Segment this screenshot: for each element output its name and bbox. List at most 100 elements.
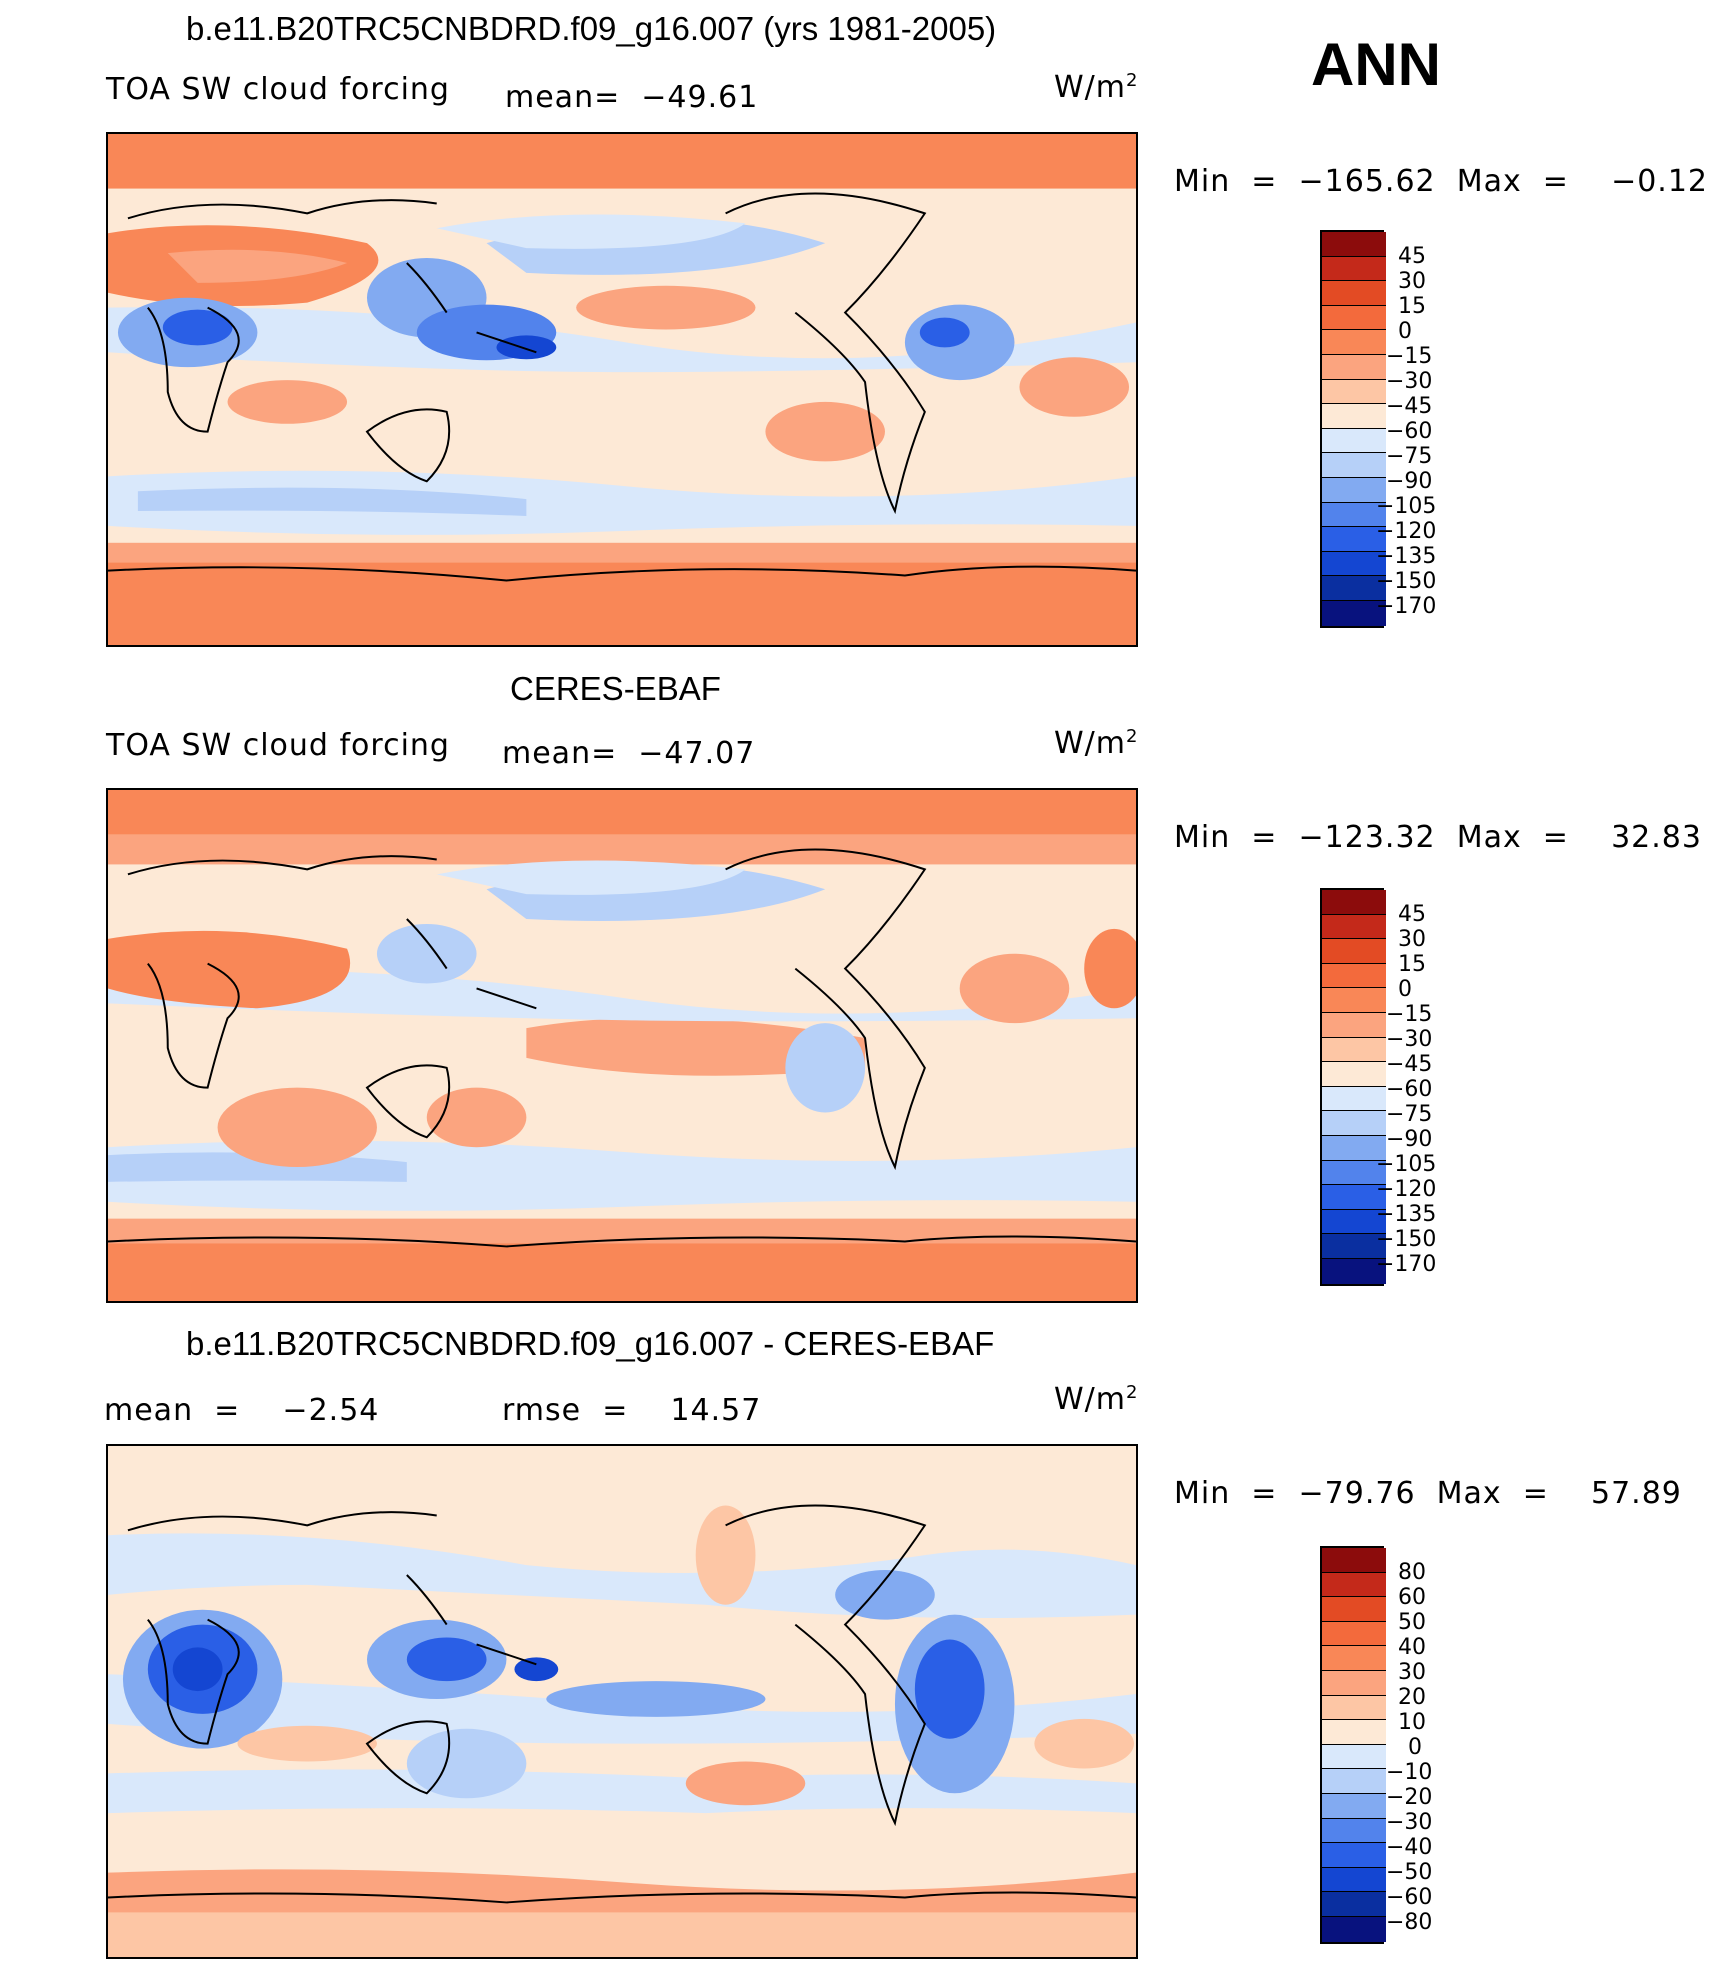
panel1-mean-label: mean= −49.61 <box>505 80 759 115</box>
swatch <box>1322 453 1386 478</box>
panel2-title: CERES-EBAF <box>510 670 721 707</box>
swatch <box>1322 1867 1386 1893</box>
swatch <box>1322 1621 1386 1647</box>
swatch <box>1322 1744 1386 1770</box>
swatch <box>1322 256 1386 282</box>
colorbar-label: −150 <box>1376 569 1437 594</box>
colorbar-label: −20 <box>1386 1785 1433 1810</box>
colorbar-label: −90 <box>1386 1127 1433 1152</box>
colorbar-label: 0 <box>1398 977 1412 1002</box>
colorbar-label: 15 <box>1398 952 1426 977</box>
colorbar-label: −135 <box>1376 1202 1437 1227</box>
colorbar-label: 45 <box>1398 902 1426 927</box>
panel3-colorbar <box>1320 1546 1386 1944</box>
colorbar-label: 20 <box>1398 1685 1426 1710</box>
swatch <box>1322 1597 1386 1622</box>
swatch <box>1322 1769 1386 1794</box>
colorbar-label: −170 <box>1376 1252 1437 1277</box>
swatch <box>1322 1793 1386 1819</box>
swatch <box>1322 1843 1386 1868</box>
swatch <box>1322 1646 1386 1671</box>
colorbar-label: −120 <box>1376 1177 1437 1202</box>
colorbar-label: 15 <box>1398 294 1426 319</box>
panel1-units: W/m2 <box>1054 70 1139 105</box>
colorbar-label: 50 <box>1398 1610 1426 1635</box>
colorbar-label: 45 <box>1398 244 1426 269</box>
swatch <box>1322 1111 1386 1136</box>
panel1-minmax: Min = −165.62 Max = −0.12 <box>1174 164 1709 199</box>
swatch <box>1322 551 1386 577</box>
colorbar-label: −170 <box>1376 594 1437 619</box>
colorbar-label: 10 <box>1398 1710 1426 1735</box>
colorbar-label: −60 <box>1386 419 1433 444</box>
swatch <box>1322 330 1386 355</box>
swatch <box>1322 1892 1386 1917</box>
swatch <box>1322 1234 1386 1259</box>
colorbar-label: −60 <box>1386 1885 1433 1910</box>
colorbar-label: −30 <box>1386 1027 1433 1052</box>
swatch <box>1322 1012 1386 1038</box>
swatch <box>1322 963 1386 989</box>
panel1-colorbar <box>1320 230 1386 628</box>
colorbar-label: 40 <box>1398 1635 1426 1660</box>
panel1-variable-label: TOA SW cloud forcing <box>106 72 450 107</box>
swatch <box>1322 1720 1386 1745</box>
swatch <box>1322 1185 1386 1210</box>
swatch <box>1322 600 1386 626</box>
swatch <box>1322 1916 1386 1942</box>
colorbar-label: −80 <box>1386 1910 1433 1935</box>
colorbar-label: −60 <box>1386 1077 1433 1102</box>
colorbar-label: −75 <box>1386 444 1433 469</box>
swatch <box>1322 1037 1386 1063</box>
colorbar-label: −15 <box>1386 1002 1433 1027</box>
colorbar-label: −105 <box>1376 1152 1437 1177</box>
colorbar-label: −150 <box>1376 1227 1437 1252</box>
swatch <box>1322 527 1386 552</box>
panel3-units: W/m2 <box>1054 1382 1139 1417</box>
swatch <box>1322 1258 1386 1284</box>
swatch <box>1322 1062 1386 1087</box>
colorbar-label: −30 <box>1386 369 1433 394</box>
swatch <box>1322 1572 1386 1598</box>
swatch <box>1322 1209 1386 1235</box>
swatch <box>1322 305 1386 331</box>
colorbar-label: −15 <box>1386 344 1433 369</box>
colorbar-label: 30 <box>1398 1660 1426 1685</box>
colorbar-label: −120 <box>1376 519 1437 544</box>
swatch <box>1322 939 1386 964</box>
swatch <box>1322 1135 1386 1161</box>
colorbar-label: 60 <box>1398 1585 1426 1610</box>
panel3-colorbar-frame <box>1320 1546 1386 1944</box>
panel3-minmax: Min = −79.76 Max = 57.89 <box>1174 1476 1682 1511</box>
colorbar-label: 30 <box>1398 269 1426 294</box>
panel2-minmax: Min = −123.32 Max = 32.83 <box>1174 820 1702 855</box>
swatch <box>1322 1548 1386 1573</box>
panel2-map <box>106 788 1138 1303</box>
colorbar-label: −135 <box>1376 544 1437 569</box>
panel2-units: W/m2 <box>1054 726 1139 761</box>
swatch <box>1322 281 1386 306</box>
swatch <box>1322 1818 1386 1844</box>
swatch <box>1322 477 1386 503</box>
panel1-colorbar-frame <box>1320 230 1386 628</box>
colorbar-label: 0 <box>1398 319 1412 344</box>
swatch <box>1322 404 1386 429</box>
colorbar-label: −45 <box>1386 394 1433 419</box>
colorbar-label: −40 <box>1386 1835 1433 1860</box>
season-label: ANN <box>1311 31 1441 98</box>
colorbar-label: −30 <box>1386 1810 1433 1835</box>
panel1-title: b.e11.B20TRC5CNBDRD.f09_g16.007 (yrs 198… <box>186 10 997 47</box>
swatch <box>1322 1670 1386 1696</box>
colorbar-label: −75 <box>1386 1102 1433 1127</box>
panel2-colorbar-frame <box>1320 888 1386 1286</box>
colorbar-label: −50 <box>1386 1860 1433 1885</box>
swatch <box>1322 988 1386 1013</box>
swatch <box>1322 1086 1386 1112</box>
swatch <box>1322 502 1386 528</box>
swatch <box>1322 428 1386 454</box>
colorbar-label: −90 <box>1386 469 1433 494</box>
panel3-map <box>106 1444 1138 1959</box>
panel2-mean-label: mean= −47.07 <box>502 736 756 771</box>
panel3-rmse-label: rmse = 14.57 <box>502 1393 762 1428</box>
colorbar-label: −45 <box>1386 1052 1433 1077</box>
